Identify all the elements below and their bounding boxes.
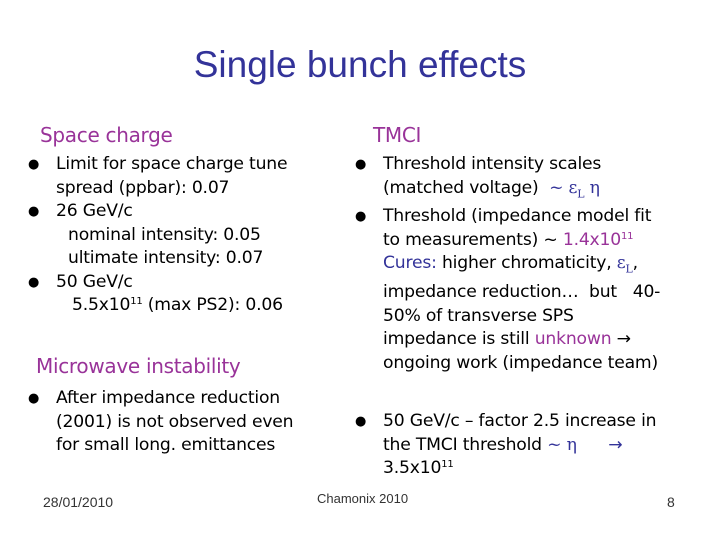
result-exponent: 11: [441, 459, 454, 470]
item-text: to measurements) ~: [383, 229, 563, 250]
unknown-highlight: unknown: [534, 329, 612, 350]
eta-formula: ~ η: [547, 434, 577, 455]
threshold-value: 1.4x10: [562, 229, 622, 250]
footer-event: Chamonix 2010: [317, 491, 409, 506]
item-text: for small long. emittances: [56, 435, 276, 455]
tmci-list: ● Threshold intensity scales (matched vo…: [347, 153, 707, 375]
list-item: ● Threshold intensity scales (matched vo…: [347, 153, 707, 205]
bullet-icon: ●: [28, 274, 40, 290]
list-item: ● 50 GeV/c – factor 2.5 increase in the …: [347, 410, 707, 481]
footer-date: 28/01/2010: [43, 494, 114, 510]
list-item: ● 26 GeV/c: [20, 200, 340, 224]
item-text: 3.5x1011: [383, 457, 707, 481]
cures-label: Cures:: [383, 253, 437, 274]
bullet-icon: ●: [28, 391, 40, 406]
arrow-right-icon: →: [611, 329, 631, 350]
space-charge-list: ● Limit for space charge tune spread (pp…: [20, 153, 340, 318]
eta-symbol: η: [584, 177, 600, 198]
item-text: the TMCI threshold ~ η →: [383, 434, 707, 458]
result-value: 3.5x10: [383, 458, 442, 478]
value-exponent: 11: [130, 296, 143, 307]
microwave-list: ● After impedance reduction (2001) is no…: [20, 387, 340, 458]
microwave-heading: Microwave instability: [36, 354, 241, 378]
formula-subscript: L: [577, 186, 585, 200]
arrow-right-icon: →: [608, 434, 623, 455]
tmci-heading: TMCI: [373, 123, 422, 147]
item-text: to measurements) ~ 1.4x1011: [383, 229, 707, 253]
item-text: higher chromaticity,: [436, 253, 617, 274]
bullet-icon: ●: [355, 209, 367, 225]
value-suffix: (max PS2): 0.06: [142, 295, 283, 315]
max-ps2-text: 5.5x1011 (max PS2): 0.06: [20, 294, 340, 318]
page-number: 8: [667, 494, 675, 510]
item-text: impedance is still unknown →: [383, 328, 707, 352]
list-item: ● Threshold (impedance model fit to meas…: [347, 205, 707, 375]
cures-line: Cures: higher chromaticity, εL,: [383, 252, 707, 281]
epsilon-subscript: L: [625, 262, 633, 276]
nominal-intensity-text: nominal intensity: 0.05: [68, 224, 261, 245]
space-charge-heading: Space charge: [40, 123, 173, 147]
ultimate-intensity-text: ultimate intensity: 0.07: [68, 248, 264, 268]
slide-title: Single bunch effects: [193, 44, 527, 85]
item-text: Threshold intensity scales: [383, 154, 602, 174]
item-text: impedance reduction… but 40-: [383, 282, 661, 303]
item-text: After impedance reduction: [56, 388, 281, 408]
bullet-icon: ●: [28, 157, 40, 172]
item-text: 50% of transverse SPS: [383, 305, 574, 326]
item-text: spread (ppbar): 0.07: [56, 177, 230, 198]
item-text: (matched voltage): [383, 177, 539, 198]
list-item: ● After impedance reduction (2001) is no…: [20, 387, 340, 458]
item-text: 26 GeV/c: [56, 201, 133, 221]
epsilon-symbol: ε: [616, 253, 626, 274]
item-text: (matched voltage) ~ εL η: [383, 177, 707, 206]
bullet-icon: ●: [355, 414, 367, 429]
scaling-formula: ~ ε: [549, 177, 578, 198]
item-text: 50 GeV/c – factor 2.5 increase in: [383, 411, 657, 431]
value-base: 5.5x10: [72, 295, 131, 315]
threshold-exponent: 11: [621, 230, 634, 242]
item-text: ,: [632, 253, 638, 274]
item-text: Limit for space charge tune: [56, 154, 288, 174]
list-item: ● Limit for space charge tune spread (pp…: [20, 153, 340, 200]
item-text: 50 GeV/c: [56, 271, 133, 292]
item-text: (2001) is not observed even: [56, 411, 294, 432]
item-text: ongoing work (impedance team): [383, 352, 658, 373]
bullet-icon: ●: [355, 157, 367, 172]
item-text: impedance is still: [383, 329, 535, 350]
item-text: Threshold (impedance model fit: [383, 206, 652, 227]
bullet-icon: ●: [28, 204, 40, 219]
tmci-list-2: ● 50 GeV/c – factor 2.5 increase in the …: [347, 410, 707, 481]
item-text: the TMCI threshold: [383, 434, 548, 455]
list-item: ● 50 GeV/c: [20, 271, 340, 295]
